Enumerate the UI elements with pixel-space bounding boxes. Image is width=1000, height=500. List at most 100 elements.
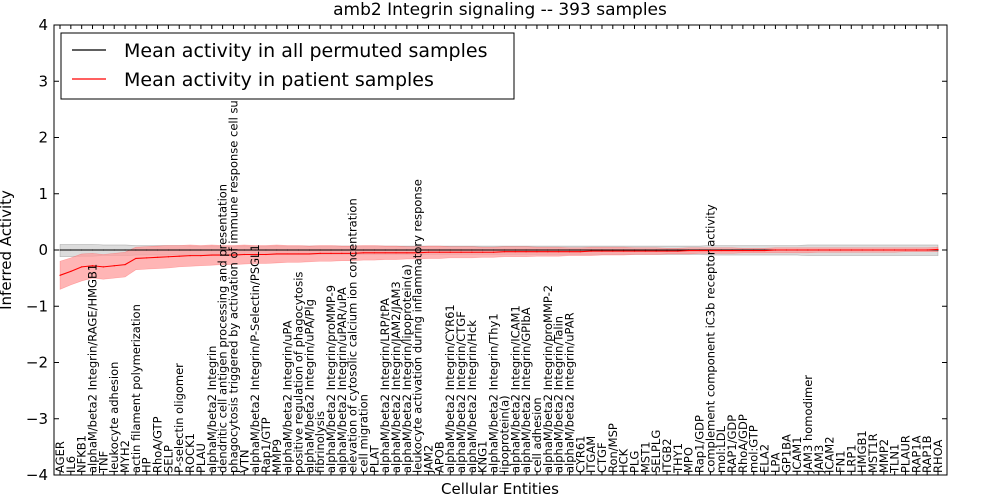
x-tick-label: alphaM/beta2 Integrin/proMMP-2 [541,285,555,473]
x-tick-label: NFKB1 [75,435,89,473]
point-series-0-52 [623,249,625,251]
point-series-1-30 [384,252,386,254]
series-lines [59,248,939,276]
point-series-1-44 [536,251,538,253]
x-tick-label: alphaM/beta2 Integrin/uPA [281,320,295,473]
point-series-1-68 [796,249,798,251]
legend-label-patient: Mean activity in patient samples [124,69,434,91]
point-series-0-1 [70,249,72,251]
point-series-0-57 [677,249,679,251]
point-series-1-11 [178,255,180,257]
point-series-1-17 [243,253,245,256]
point-series-0-49 [590,249,592,251]
x-tick-label: SELPLG [649,430,663,473]
x-tick-label: fibrinolysis [313,411,327,473]
x-tick-label: alphaM/beta2 Integrin/P-Selectin/PSGL1 [248,244,262,473]
point-series-1-79 [915,249,917,251]
point-series-0-17 [243,249,245,251]
point-series-0-3 [91,249,94,251]
point-series-1-5 [113,265,115,267]
x-tick-label: Ron/MSP [606,423,620,473]
point-series-0-16 [232,249,235,251]
x-tick-label: ROCK1 [183,433,197,473]
point-series-1-49 [590,250,592,252]
x-tick-label: SELP [161,445,175,473]
point-series-1-63 [742,249,744,252]
point-series-0-19 [265,249,267,251]
point-series-0-37 [460,249,462,251]
point-series-1-18 [254,253,256,256]
point-series-1-45 [547,251,549,253]
x-tick-label: LRP1 [844,444,858,473]
y-tick-label: −1 [26,297,48,315]
point-series-1-0 [59,274,61,276]
point-series-0-6 [124,249,126,251]
point-series-1-25 [330,252,332,254]
point-series-0-45 [547,249,549,251]
point-series-1-12 [189,255,191,257]
x-tick-label: Rap1/GTP [259,417,273,473]
point-series-1-71 [829,249,831,251]
point-series-0-24 [319,249,321,251]
x-tick-label: alphaM/beta2 Integrin/uPAR [562,312,576,473]
x-tick-label: RhoA/GDP [736,414,750,473]
point-series-1-54 [644,250,646,252]
point-series-0-55 [655,249,657,251]
x-tick-label: HP [140,457,154,473]
x-tick-label: cell adhesion [530,397,544,473]
point-series-0-8 [146,249,148,251]
x-tick-label: alphaM/beta2 Integrin/proMMP-9 [324,285,338,473]
point-series-0-46 [558,249,560,251]
x-tick-label: ITGAM [584,436,598,473]
x-tick-label: MMP9 [270,439,284,473]
point-series-0-44 [536,249,538,251]
x-tick-label: leukocyte activation during inflammatory… [411,179,425,473]
point-series-0-56 [666,249,668,251]
point-series-1-41 [503,251,506,253]
x-tick-label: mol:LDL [714,425,728,473]
point-series-1-52 [623,250,625,252]
legend: Mean activity in all permuted samples Me… [60,32,515,100]
y-tick-label: −2 [26,354,48,372]
point-series-1-7 [135,257,137,260]
chart-title: amb2 Integrin signaling -- 393 samples [333,0,667,20]
x-tick-label: alphaM/beta2 Integrin/uPA/Plg [302,299,316,473]
point-series-0-28 [362,249,365,251]
point-series-1-69 [807,249,809,251]
point-series-1-21 [287,253,289,255]
point-series-0-51 [612,249,614,251]
point-series-1-26 [341,252,343,254]
point-series-1-2 [81,266,83,268]
point-series-1-65 [763,249,766,252]
point-series-1-77 [894,249,896,251]
point-series-0-48 [579,249,581,251]
x-tick-label: VTN [237,450,251,474]
x-tick-label: alphaM/beta2 Integrin/Thy1 [487,313,501,473]
y-axis-label: Inferred Activity [0,190,15,310]
point-series-1-27 [352,252,354,254]
point-series-1-66 [774,249,777,251]
point-series-1-29 [373,252,375,254]
point-series-1-75 [872,249,874,251]
point-series-1-19 [265,253,267,256]
point-series-1-74 [861,249,863,251]
x-tick-label: MPO [682,447,696,473]
point-series-1-13 [200,255,202,257]
legend-box [60,32,515,100]
x-tick-label: alphaM/beta2 Integrin/LRP/tPA [378,298,392,473]
point-series-1-43 [525,251,527,253]
x-tick-label: mol:GTP [747,425,761,473]
point-series-0-29 [373,249,375,251]
x-tick-label: ICAM2 [823,436,837,473]
point-series-0-38 [471,249,473,251]
point-series-0-0 [59,249,61,251]
point-series-1-22 [297,253,300,255]
point-series-1-33 [417,252,419,254]
point-series-0-26 [341,249,343,251]
x-tick-label: alphaM/beta2 Integrin/Talin [552,316,566,473]
x-tick-label: JAM3 homodimer [801,375,815,474]
x-tick-label: ITGB2 [660,438,674,473]
point-series-1-16 [232,254,235,256]
point-series-1-46 [558,251,560,253]
point-series-0-15 [221,249,224,251]
